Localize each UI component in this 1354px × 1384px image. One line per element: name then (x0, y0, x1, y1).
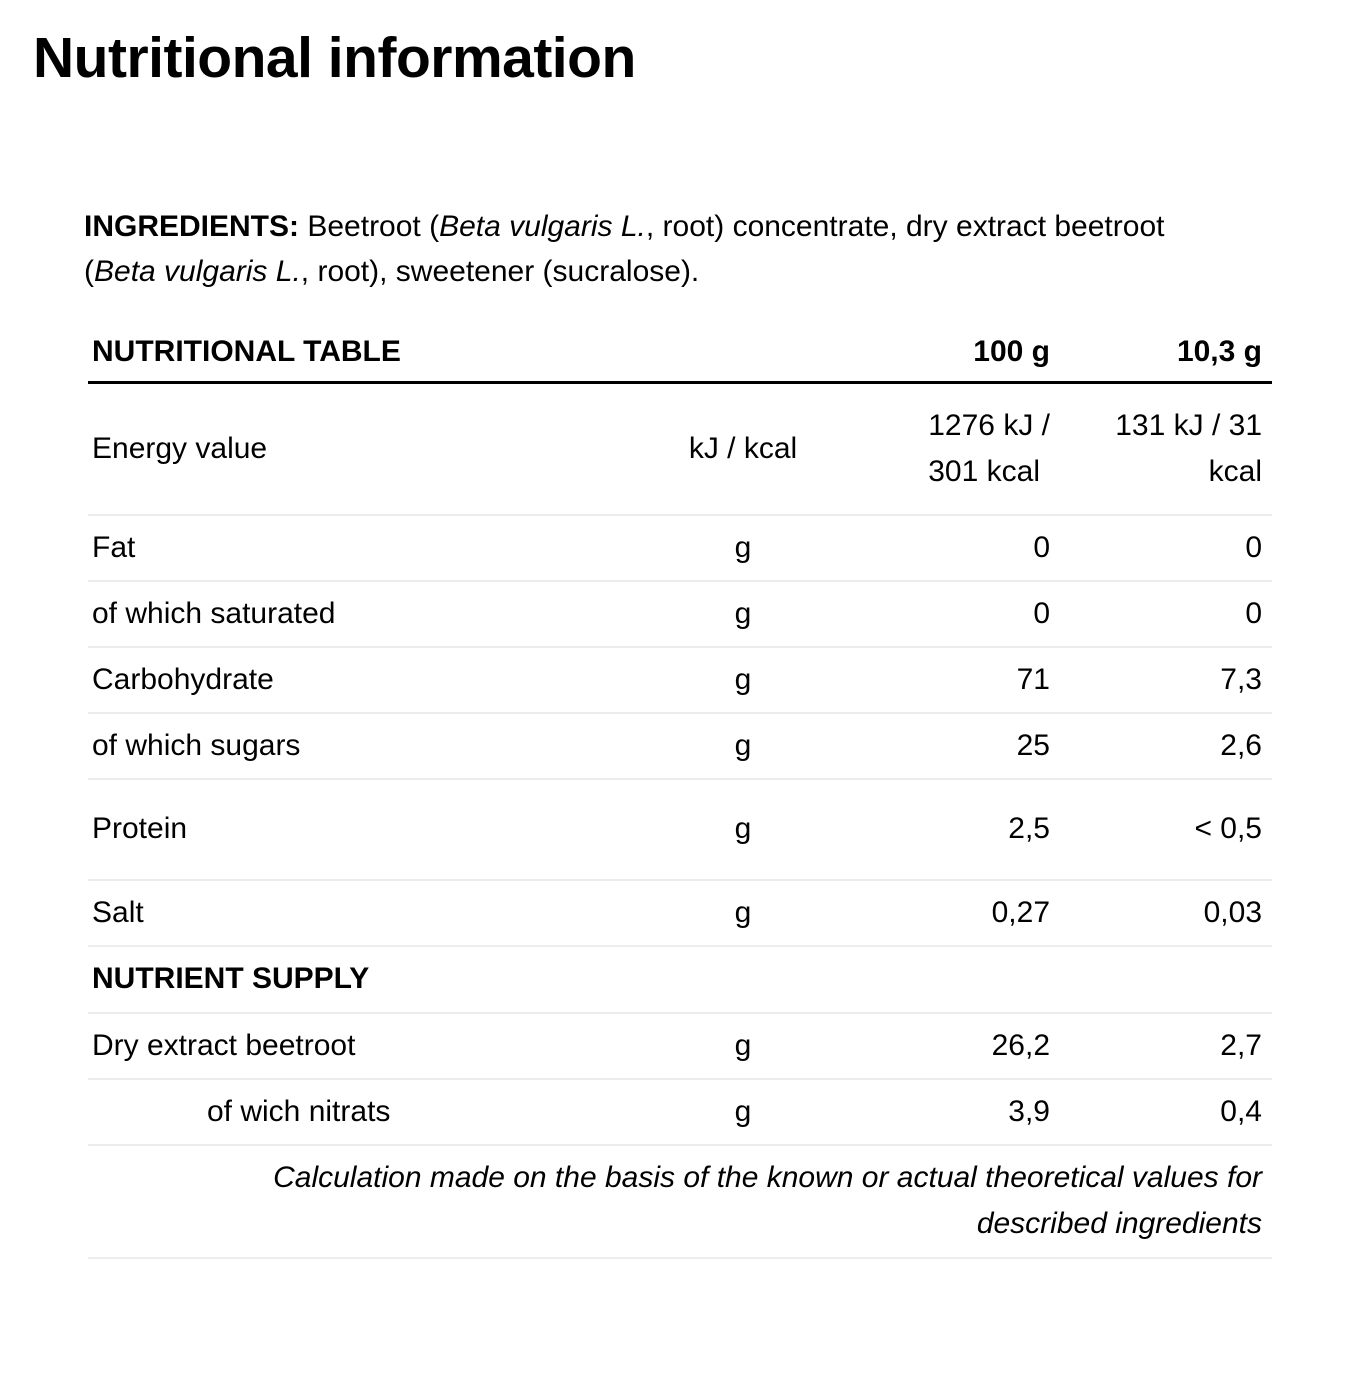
ingredients-text: , root) concentrate, dry extract beetroo… (84, 209, 1165, 288)
value-per-serving: 7,3 (1220, 662, 1262, 696)
nutrient-label: Energy value (92, 431, 268, 465)
ingredients-paragraph: INGREDIENTS: Beetroot (Beta vulgaris L.,… (84, 204, 1204, 294)
column-header-serving: 10,3 g (1176, 335, 1262, 369)
ingredients-text: Beetroot ( (299, 209, 440, 243)
value-per-100g: 0 (1033, 596, 1050, 630)
value-per-100g: 26,2 (991, 1028, 1050, 1062)
table-row-nitrats: of wich nitrats g 3,9 0,4 (88, 1080, 1272, 1146)
nutrient-unit: g (734, 1028, 752, 1062)
table-row-energy: Energy value kJ / kcal 1276 kJ / 301 kca… (88, 384, 1272, 516)
nutrient-label: Protein (92, 812, 188, 846)
nutrient-label: Carbohydrate (92, 662, 274, 696)
nutrient-label: of which sugars (92, 728, 301, 762)
nutrient-label: of wich nitrats (207, 1094, 391, 1128)
table-row-salt: Salt g 0,27 0,03 (88, 881, 1272, 947)
table-row-carbohydrate: Carbohydrate g 71 7,3 (88, 648, 1272, 714)
nutrient-unit: g (734, 812, 752, 846)
table-footnote-row: Calculation made on the basis of the kno… (88, 1146, 1272, 1259)
nutrient-unit: g (734, 895, 752, 929)
nutrient-label: of which saturated (92, 596, 336, 630)
nutrient-unit: g (734, 662, 752, 696)
value-per-serving: 0,03 (1203, 895, 1262, 929)
table-row-fat: Fat g 0 0 (88, 516, 1272, 582)
energy-value-100g: 1276 kJ / 301 kcal (928, 408, 1050, 488)
nutrient-unit: g (734, 530, 752, 564)
nutrient-unit: g (734, 728, 752, 762)
nutrient-label: Salt (92, 895, 144, 929)
table-header-row: NUTRITIONAL TABLE 100 g 10,3 g (88, 324, 1272, 384)
section-heading-row: NUTRIENT SUPPLY (88, 947, 1272, 1014)
value-per-serving: 0 (1245, 530, 1262, 564)
value-per-100g: 71 (1016, 662, 1050, 696)
value-per-100g: 1276 kJ / 301 kcal (845, 403, 1060, 495)
value-per-100g: 0,27 (991, 895, 1050, 929)
value-per-serving: 131 kJ / 31 kcal (1115, 408, 1262, 488)
ingredients-species-name: Beta vulgaris L. (94, 254, 301, 288)
value-per-serving: < 0,5 (1194, 812, 1262, 846)
column-header-100g: 100 g (973, 335, 1050, 369)
section-heading: NUTRIENT SUPPLY (92, 962, 370, 996)
nutrient-unit: g (734, 1094, 752, 1128)
value-per-serving: 2,7 (1220, 1028, 1262, 1062)
nutrient-unit: g (734, 596, 752, 630)
value-per-serving: 2,6 (1220, 728, 1262, 762)
value-per-100g: 25 (1016, 728, 1050, 762)
ingredients-text: , root), sweetener (sucralose). (300, 254, 700, 288)
value-per-100g: 3,9 (1008, 1094, 1050, 1128)
content-area: INGREDIENTS: Beetroot (Beta vulgaris L.,… (84, 204, 1354, 1259)
table-row-dry-extract: Dry extract beetroot g 26,2 2,7 (88, 1014, 1272, 1080)
nutrient-label: Fat (92, 530, 136, 564)
value-per-100g: 0 (1033, 530, 1050, 564)
nutrient-label: Dry extract beetroot (92, 1028, 356, 1062)
table-row-protein: Protein g 2,5 < 0,5 (88, 780, 1272, 881)
value-per-serving: 0 (1245, 596, 1262, 630)
table-row-saturated: of which saturated g 0 0 (88, 582, 1272, 648)
table-row-sugars: of which sugars g 25 2,6 (88, 714, 1272, 780)
value-per-100g: 2,5 (1008, 812, 1050, 846)
ingredients-species-name: Beta vulgaris L. (439, 209, 646, 243)
page-title: Nutritional information (33, 26, 636, 90)
nutrient-unit: kJ / kcal (688, 431, 798, 465)
ingredients-label: INGREDIENTS: (84, 209, 300, 243)
table-title: NUTRITIONAL TABLE (92, 335, 401, 369)
footnote: Calculation made on the basis of the kno… (273, 1161, 1262, 1241)
value-per-serving: 0,4 (1220, 1094, 1262, 1128)
nutrition-table: NUTRITIONAL TABLE 100 g 10,3 g Energy va… (88, 324, 1272, 1259)
